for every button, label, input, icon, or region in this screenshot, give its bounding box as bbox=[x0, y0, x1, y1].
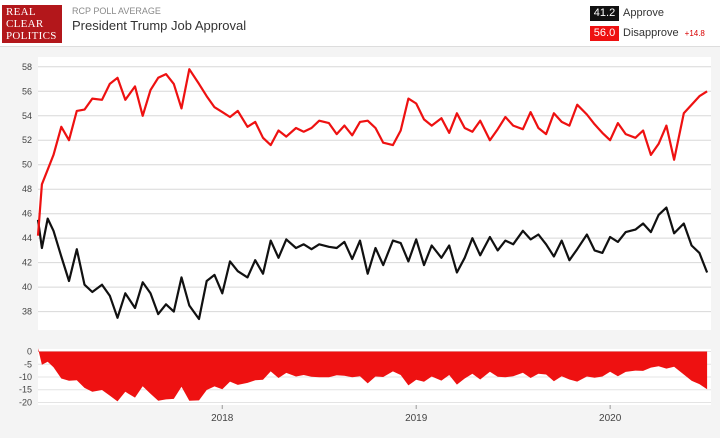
y-tick-label: 52 bbox=[22, 135, 32, 145]
rcp-logo[interactable]: REAL CLEAR POLITICS bbox=[2, 5, 62, 43]
spread-value: +14.8 bbox=[684, 28, 705, 38]
disapprove-line bbox=[36, 68, 708, 236]
y-tick-label: 56 bbox=[22, 86, 32, 96]
main-y-axis: 38 40 42 44 46 48 50 52 54 56 58 bbox=[22, 62, 32, 317]
approval-lines bbox=[36, 68, 709, 321]
logo-line: REAL bbox=[6, 6, 36, 18]
x-tick-label: 2018 bbox=[211, 413, 234, 424]
spread-y-tick-label: 0 bbox=[27, 347, 32, 357]
legend-approve: 41.2 Approve bbox=[590, 5, 664, 21]
y-tick-label: 50 bbox=[22, 160, 32, 170]
y-tick-label: 44 bbox=[22, 233, 32, 243]
y-tick-label: 54 bbox=[22, 111, 32, 121]
chart-subtitle: RCP POLL AVERAGE bbox=[72, 6, 161, 16]
legend: 41.2 Approve 56.0 Disapprove +14.8 bbox=[584, 2, 714, 44]
approve-value-badge: 41.2 bbox=[590, 5, 619, 21]
header: REAL CLEAR POLITICS RCP POLL AVERAGE Pre… bbox=[0, 0, 720, 47]
y-tick-label: 46 bbox=[22, 209, 32, 219]
x-tick-label: 2019 bbox=[405, 413, 428, 424]
approve-label: Approve bbox=[623, 7, 664, 19]
y-tick-label: 48 bbox=[22, 184, 32, 194]
y-tick-label: 42 bbox=[22, 258, 32, 268]
main-grid bbox=[38, 66, 711, 313]
y-tick-label: 40 bbox=[22, 282, 32, 292]
logo-line: CLEAR bbox=[6, 18, 44, 30]
y-tick-label: 58 bbox=[22, 62, 32, 72]
main-plot-area bbox=[38, 57, 711, 330]
chart-title: President Trump Job Approval bbox=[72, 18, 247, 33]
y-tick-label: 38 bbox=[22, 307, 32, 317]
logo-line: POLITICS bbox=[6, 30, 57, 42]
spread-y-axis: 0 -5 -10 -15 -20 bbox=[19, 347, 32, 408]
x-axis: 2018 2019 2020 bbox=[211, 405, 622, 424]
spread-y-tick-label: -10 bbox=[19, 372, 32, 382]
disapprove-label: Disapprove bbox=[623, 27, 679, 39]
legend-disapprove: 56.0 Disapprove +14.8 bbox=[590, 25, 705, 41]
spread-y-tick-label: -5 bbox=[24, 359, 32, 369]
spread-area bbox=[38, 348, 708, 402]
spread-area-series bbox=[38, 348, 708, 402]
x-tick-label: 2020 bbox=[599, 413, 622, 424]
disapprove-value-badge: 56.0 bbox=[590, 25, 619, 41]
spread-y-tick-label: -15 bbox=[19, 385, 32, 395]
approval-chart: 38 40 42 44 46 48 50 52 54 56 58 0 -5 -10 -15 -20 2018… bbox=[19, 57, 711, 424]
approve-line bbox=[36, 206, 709, 321]
spread-y-tick-label: -20 bbox=[19, 397, 32, 407]
